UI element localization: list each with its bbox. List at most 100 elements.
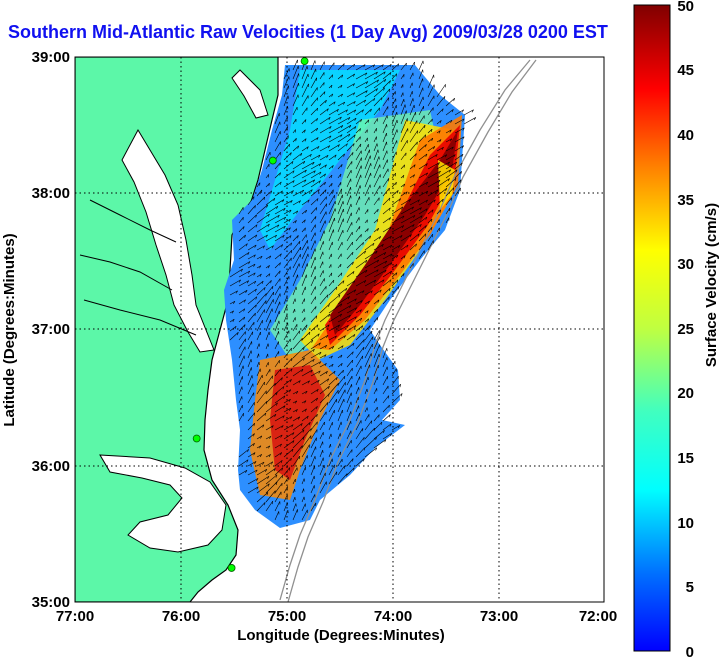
velocity-arrow: [328, 116, 342, 125]
velocity-arrow: [427, 154, 438, 161]
velocity-arrow: [265, 280, 272, 287]
velocity-arrow: [373, 107, 380, 116]
velocity-arrow: [346, 195, 351, 206]
velocity-arrowhead: [349, 125, 352, 129]
velocity-arrow: [328, 154, 337, 161]
velocity-arrowhead: [234, 326, 237, 330]
velocity-arrow: [409, 153, 417, 161]
velocity-arrow: [310, 456, 316, 467]
velocity-arrow: [274, 443, 282, 449]
velocity-arrow: [337, 288, 348, 296]
velocity-arrowhead: [406, 244, 409, 248]
velocity-arrow: [355, 269, 368, 278]
velocity-arrow: [310, 207, 318, 215]
velocity-arrow: [292, 317, 296, 323]
velocity-arrow: [364, 129, 368, 134]
velocity-arrow: [418, 69, 424, 80]
velocity-arrow: [337, 164, 343, 170]
velocity-arrow: [346, 241, 353, 251]
velocity-arrowhead: [376, 317, 379, 321]
velocity-arrowhead: [364, 99, 367, 103]
colorbar-label: Surface Velocity (cm/s): [703, 203, 720, 367]
velocity-arrow: [256, 435, 263, 440]
velocity-arrow: [427, 118, 433, 125]
velocity-arrowhead: [275, 481, 278, 485]
velocity-arrow: [409, 215, 423, 224]
velocity-arrow: [391, 264, 398, 269]
velocity-arrow: [283, 242, 292, 251]
velocity-arrow: [454, 187, 461, 197]
velocity-arrow: [391, 105, 397, 116]
velocity-arrow: [382, 207, 391, 215]
velocity-arrow: [418, 96, 424, 107]
velocity-arrowhead: [401, 206, 404, 210]
velocity-arrow: [283, 457, 292, 467]
velocity-arrowhead: [246, 280, 249, 284]
velocity-arrowhead: [262, 461, 265, 465]
velocity-arrow: [364, 376, 369, 386]
velocity-arrow: [265, 383, 276, 395]
velocity-arrow: [301, 227, 306, 233]
velocity-arrow: [283, 477, 289, 485]
velocity-arrow: [382, 226, 392, 233]
velocity-arrowhead: [424, 233, 427, 237]
velocity-arrow: [283, 218, 291, 224]
velocity-arrow: [256, 280, 264, 287]
velocity-arrowhead: [353, 134, 356, 138]
velocity-arrow: [337, 74, 344, 80]
velocity-arrowhead: [352, 458, 354, 462]
velocity-arrow: [454, 145, 464, 152]
velocity-arrow: [373, 97, 383, 107]
velocity-arrow: [247, 478, 259, 485]
velocity-arrow: [355, 290, 365, 296]
velocity-arrow: [328, 125, 344, 134]
colorbar-tick: 15: [677, 450, 694, 467]
velocity-arrowhead: [449, 138, 453, 142]
velocity-arrowhead: [375, 436, 377, 441]
velocity-arrowhead: [316, 397, 318, 401]
velocity-arrowhead: [360, 234, 362, 238]
velocity-arrowhead: [448, 169, 451, 173]
velocity-arrow: [364, 364, 370, 377]
velocity-arrow: [328, 195, 335, 206]
velocity-arrow: [238, 331, 246, 341]
velocity-arrow: [328, 93, 334, 98]
velocity-arrow: [346, 134, 356, 143]
velocity-arrow: [265, 205, 278, 215]
velocity-arrow: [355, 365, 362, 377]
velocity-arrowhead: [425, 153, 428, 157]
velocity-arrowhead: [419, 224, 422, 228]
velocity-arrow: [292, 416, 300, 422]
velocity-arrow: [355, 317, 362, 323]
velocity-arrow: [445, 98, 455, 107]
colorbar-tick: 40: [677, 127, 694, 144]
velocity-arrow: [418, 216, 428, 224]
velocity-arrowhead: [417, 199, 420, 203]
velocity-arrow: [292, 189, 304, 197]
velocity-arrowhead: [376, 79, 379, 83]
velocity-arrow: [265, 234, 277, 242]
x-tick: 73:00: [480, 608, 518, 625]
velocity-arrow: [274, 285, 281, 296]
velocity-arrow: [238, 396, 243, 404]
velocity-arrowhead: [353, 467, 355, 471]
velocity-arrow: [265, 375, 273, 386]
velocity-arrow: [319, 344, 327, 350]
velocity-arrow: [436, 227, 440, 233]
velocity-arrow: [445, 207, 451, 215]
velocity-arrowhead: [354, 325, 357, 329]
velocity-arrowhead: [437, 162, 440, 166]
velocity-arrow: [454, 162, 463, 170]
velocity-arrow: [310, 465, 315, 476]
velocity-arrow: [382, 141, 387, 152]
velocity-arrowhead: [439, 209, 441, 213]
velocity-arrow: [283, 161, 294, 170]
velocity-arrow: [364, 310, 369, 314]
velocity-arrowhead: [281, 467, 283, 471]
velocity-arrow: [364, 250, 378, 260]
velocity-arrowhead: [433, 146, 436, 150]
velocity-arrow: [310, 224, 316, 233]
velocity-arrowhead: [330, 84, 333, 89]
velocity-arrow: [238, 346, 246, 359]
velocity-arrow: [283, 368, 293, 377]
